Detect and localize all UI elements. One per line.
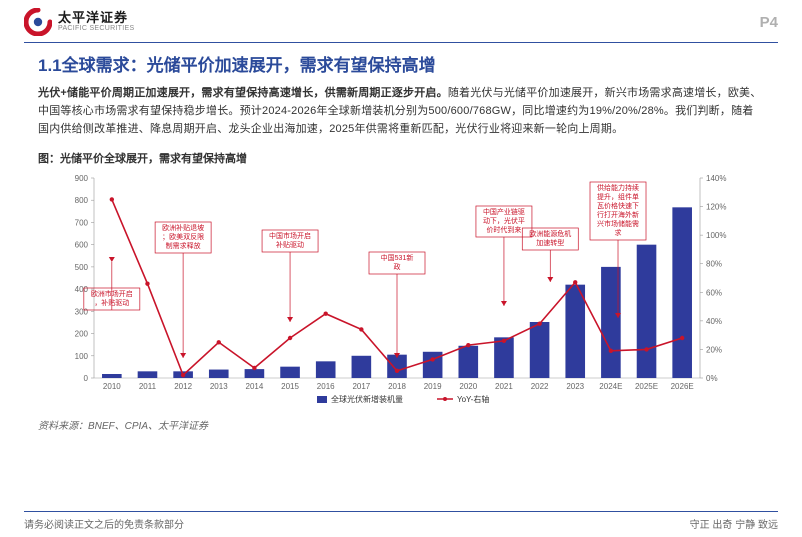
svg-text:2012: 2012: [174, 382, 192, 391]
svg-text:加速转型: 加速转型: [536, 238, 564, 247]
svg-text:YoY-右轴: YoY-右轴: [457, 394, 489, 404]
logo-text: 太平洋证券 PACIFIC SECURITIES: [58, 11, 134, 33]
svg-text:欧洲能源危机: 欧洲能源危机: [529, 229, 571, 238]
svg-text:兴市场储能需: 兴市场储能需: [597, 219, 639, 228]
footer: 请务必阅读正文之后的免责条款部分 守正 出奇 宁静 致远: [24, 511, 778, 531]
svg-text:60%: 60%: [706, 289, 722, 298]
svg-text:800: 800: [75, 197, 89, 206]
chart: 0 100 200 300 400 500 600 700 800 900 0% 20% 40% 60% 8…: [32, 170, 752, 415]
svg-text:供给能力持续: 供给能力持续: [597, 183, 639, 192]
svg-text:0: 0: [84, 374, 89, 383]
svg-text:行打开海外新: 行打开海外新: [597, 210, 639, 219]
svg-text:2010: 2010: [103, 382, 121, 391]
svg-text:2014: 2014: [246, 382, 264, 391]
chart-caption: 图：光储平价全球展开，需求有望保持高增: [38, 150, 764, 166]
svg-text:900: 900: [75, 174, 89, 183]
logo-cn: 太平洋证券: [58, 11, 134, 25]
svg-text:2018: 2018: [388, 382, 406, 391]
svg-text:2021: 2021: [495, 382, 513, 391]
content: 1.1全球需求：光储平价加速展开，需求有望保持高增 光伏+储能平价周期正加速展开…: [0, 43, 802, 432]
footer-left: 请务必阅读正文之后的免责条款部分: [24, 516, 184, 531]
svg-text:120%: 120%: [706, 203, 726, 212]
svg-text:政: 政: [394, 262, 401, 271]
page-number: P4: [760, 14, 778, 31]
svg-text:；欧美双反限: ；欧美双反限: [162, 232, 204, 241]
svg-text:2023: 2023: [566, 382, 584, 391]
logo-icon: [24, 8, 52, 36]
svg-text:80%: 80%: [706, 260, 722, 269]
lead-sentence: 光伏+储能平价周期正加速展开，需求有望保持高速增长，供需新周期正逐步开启。: [38, 87, 448, 99]
footer-right: 守正 出奇 宁静 致远: [690, 516, 778, 531]
svg-text:瓦价格快速下: 瓦价格快速下: [597, 201, 639, 210]
svg-text:动下，光伏平: 动下，光伏平: [483, 216, 525, 225]
svg-text:100: 100: [75, 352, 89, 361]
svg-text:20%: 20%: [706, 346, 722, 355]
svg-text:中国531新: 中国531新: [381, 253, 414, 262]
svg-text:0%: 0%: [706, 374, 718, 383]
svg-text:2026E: 2026E: [671, 382, 694, 391]
svg-text:2024E: 2024E: [599, 382, 622, 391]
logo: 太平洋证券 PACIFIC SECURITIES: [24, 8, 134, 36]
svg-text:300: 300: [75, 308, 89, 317]
svg-text:600: 600: [75, 241, 89, 250]
section-title: 1.1全球需求：光储平价加速展开，需求有望保持高增: [38, 51, 764, 76]
svg-text:2025E: 2025E: [635, 382, 658, 391]
svg-text:2016: 2016: [317, 382, 335, 391]
svg-text:40%: 40%: [706, 317, 722, 326]
svg-text:2011: 2011: [139, 382, 157, 391]
svg-text:700: 700: [75, 219, 89, 228]
svg-text:500: 500: [75, 263, 89, 272]
svg-text:2022: 2022: [531, 382, 549, 391]
svg-text:200: 200: [75, 330, 89, 339]
svg-text:2015: 2015: [281, 382, 299, 391]
svg-text:2013: 2013: [210, 382, 228, 391]
svg-text:2017: 2017: [352, 382, 370, 391]
svg-text:制需求释放: 制需求释放: [166, 241, 201, 250]
svg-text:全球光伏新增装机量: 全球光伏新增装机量: [331, 394, 403, 404]
svg-text:400: 400: [75, 286, 89, 295]
svg-text:补贴驱动: 补贴驱动: [276, 240, 304, 249]
svg-text:中国市场开启: 中国市场开启: [269, 231, 311, 240]
svg-text:140%: 140%: [706, 174, 726, 183]
svg-text:100%: 100%: [706, 232, 726, 241]
chart-source: 资料来源：BNEF、CPIA、太平洋证券: [38, 417, 764, 432]
svg-text:求: 求: [615, 228, 622, 237]
header: 太平洋证券 PACIFIC SECURITIES P4: [0, 0, 802, 40]
svg-text:中国产业链驱: 中国产业链驱: [483, 207, 525, 216]
svg-text:2019: 2019: [424, 382, 442, 391]
svg-text:价时代到来: 价时代到来: [486, 225, 521, 234]
logo-en: PACIFIC SECURITIES: [58, 25, 134, 33]
chart-svg: 0 100 200 300 400 500 600 700 800 900 0% 20% 40% 60% 8…: [32, 170, 752, 415]
svg-text:2020: 2020: [459, 382, 477, 391]
body-paragraph: 光伏+储能平价周期正加速展开，需求有望保持高速增长，供需新周期正逐步开启。随着光…: [38, 84, 764, 138]
svg-text:提升，组件单: 提升，组件单: [597, 192, 639, 201]
svg-text:欧洲补贴退坡: 欧洲补贴退坡: [162, 223, 204, 232]
